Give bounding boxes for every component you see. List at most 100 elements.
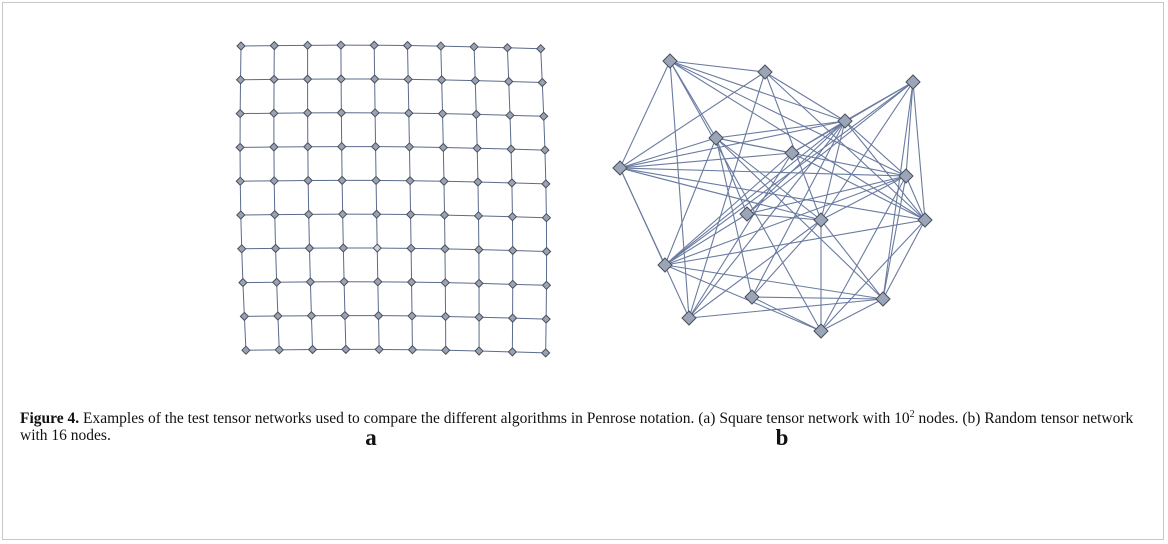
node bbox=[370, 141, 381, 152]
node bbox=[537, 77, 547, 88]
node bbox=[303, 175, 313, 186]
edge bbox=[820, 175, 907, 332]
edge bbox=[541, 82, 545, 117]
edge bbox=[764, 71, 822, 221]
node bbox=[406, 277, 417, 287]
node bbox=[508, 245, 518, 256]
caption: Figure 4. Examples of the test tensor ne… bbox=[20, 409, 1140, 444]
edge bbox=[751, 296, 884, 300]
edge bbox=[746, 213, 822, 221]
node bbox=[436, 41, 446, 51]
node bbox=[369, 74, 380, 84]
edge bbox=[669, 60, 822, 332]
edge bbox=[409, 146, 444, 148]
node bbox=[662, 53, 678, 69]
random-network bbox=[612, 53, 933, 339]
edge bbox=[443, 146, 478, 149]
edge bbox=[507, 47, 541, 50]
edge bbox=[410, 180, 444, 182]
edge bbox=[791, 120, 846, 154]
node bbox=[898, 168, 914, 184]
edge bbox=[664, 264, 822, 332]
edge bbox=[243, 316, 247, 351]
edge bbox=[442, 147, 445, 182]
edge bbox=[791, 152, 926, 221]
node bbox=[535, 43, 546, 54]
edge bbox=[669, 60, 766, 73]
edge bbox=[445, 349, 480, 352]
node bbox=[505, 110, 515, 121]
edge bbox=[377, 281, 379, 316]
node bbox=[235, 176, 245, 186]
node bbox=[440, 244, 450, 254]
edge bbox=[377, 315, 380, 350]
node bbox=[406, 243, 416, 254]
node bbox=[271, 277, 282, 287]
node bbox=[270, 209, 280, 220]
edge bbox=[479, 282, 513, 285]
node bbox=[306, 311, 317, 321]
node bbox=[506, 144, 516, 154]
edge bbox=[844, 120, 926, 221]
node bbox=[404, 142, 415, 152]
edge bbox=[441, 79, 476, 82]
edge bbox=[443, 180, 478, 183]
edge bbox=[375, 180, 378, 215]
node bbox=[269, 74, 279, 85]
edge bbox=[341, 180, 344, 215]
edge bbox=[474, 80, 477, 115]
edge bbox=[715, 137, 748, 215]
edge bbox=[619, 167, 822, 221]
edge bbox=[442, 113, 444, 148]
node bbox=[235, 75, 246, 85]
edge bbox=[508, 81, 543, 83]
edge bbox=[440, 45, 475, 48]
edge bbox=[512, 351, 546, 354]
node bbox=[235, 108, 245, 119]
node bbox=[917, 212, 933, 228]
edge bbox=[307, 180, 310, 215]
edge bbox=[240, 214, 243, 249]
edge bbox=[509, 115, 512, 150]
node bbox=[474, 244, 484, 255]
node bbox=[304, 209, 314, 220]
edge bbox=[477, 182, 479, 216]
edge bbox=[511, 182, 513, 217]
edge bbox=[746, 81, 914, 215]
edge bbox=[619, 167, 690, 319]
edge bbox=[407, 45, 409, 80]
edge bbox=[820, 81, 914, 221]
edge bbox=[669, 60, 907, 177]
edge bbox=[511, 148, 545, 151]
edge bbox=[544, 150, 547, 184]
node bbox=[373, 310, 384, 321]
node bbox=[437, 108, 448, 119]
edge bbox=[664, 152, 793, 266]
edge bbox=[241, 248, 244, 283]
node bbox=[270, 243, 281, 254]
edge bbox=[410, 214, 412, 249]
node bbox=[473, 177, 483, 187]
edge bbox=[746, 175, 907, 215]
edge bbox=[664, 175, 907, 266]
edge bbox=[407, 79, 410, 114]
node bbox=[507, 313, 518, 323]
node bbox=[681, 310, 697, 326]
edge bbox=[540, 48, 543, 83]
edge bbox=[343, 281, 346, 316]
edge bbox=[619, 137, 717, 169]
edge bbox=[912, 81, 926, 221]
edge bbox=[474, 46, 508, 49]
node bbox=[236, 210, 246, 220]
node bbox=[407, 345, 418, 355]
edge bbox=[715, 137, 822, 221]
edge bbox=[506, 47, 510, 82]
node bbox=[302, 40, 313, 51]
edge bbox=[508, 81, 511, 116]
node bbox=[304, 243, 315, 253]
edge bbox=[277, 315, 280, 350]
node bbox=[370, 108, 380, 118]
node bbox=[338, 243, 349, 253]
edge bbox=[309, 281, 312, 316]
